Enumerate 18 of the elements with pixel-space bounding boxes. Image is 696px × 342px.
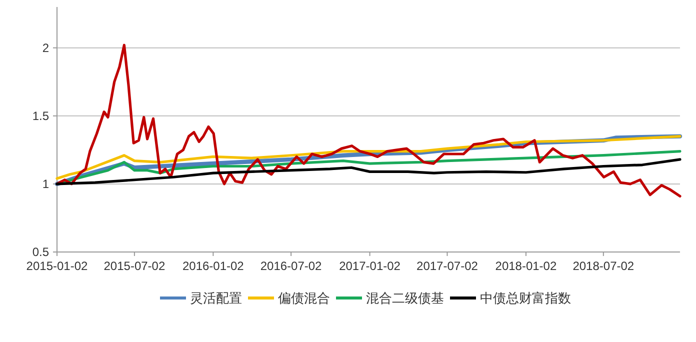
y-tick-label: 1.5 xyxy=(32,109,50,124)
x-tick-label: 2017-07-02 xyxy=(416,259,478,273)
legend-label: 灵活配置 xyxy=(190,290,242,306)
legend-label: 偏债混合 xyxy=(278,290,330,306)
x-tick-label: 2018-01-02 xyxy=(495,259,557,273)
x-tick-label: 2016-07-02 xyxy=(260,259,322,273)
x-tick-label: 2015-01-02 xyxy=(26,259,88,273)
y-tick-label: 2 xyxy=(42,41,50,56)
x-tick-label: 2018-07-02 xyxy=(572,259,634,273)
legend-label: 中债总财富指数 xyxy=(480,290,571,306)
x-tick-label: 2015-07-02 xyxy=(104,259,166,273)
y-tick-label: 0.5 xyxy=(32,245,50,260)
legend-label: 混合二级债基 xyxy=(366,290,444,306)
line-series xyxy=(56,44,682,198)
x-tick-label: 2016-01-02 xyxy=(182,259,244,273)
x-tick-label: 2017-01-02 xyxy=(339,259,401,273)
y-tick-label: 1 xyxy=(42,177,50,192)
line-series xyxy=(56,158,682,186)
